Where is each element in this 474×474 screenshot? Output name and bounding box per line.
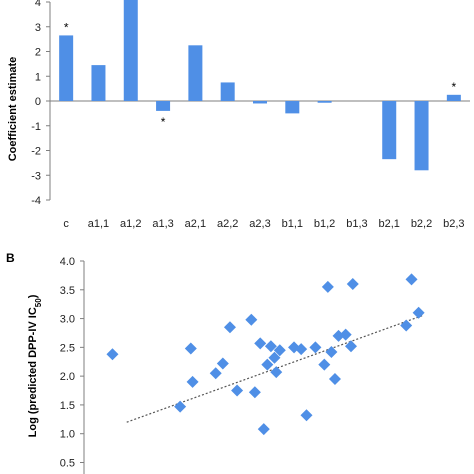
bar-a2-3: [253, 101, 267, 104]
x-category-label: a2,3: [249, 218, 270, 230]
significance-marker: *: [161, 115, 166, 129]
significance-marker: *: [64, 20, 69, 34]
y-tick-label: 0.5: [60, 457, 75, 469]
y-tick-label: 3.0: [60, 314, 75, 326]
x-category-label: b1,3: [346, 218, 367, 230]
data-point-diamond: [325, 345, 338, 358]
y-tick-label: 1.5: [60, 400, 75, 412]
y-axis-title-suffix: ): [27, 294, 39, 298]
y-tick-label: 1.0: [60, 429, 75, 441]
data-point-diamond: [318, 358, 331, 371]
predicted-ic50-scatter-chart: B 0.5 1.0 1.5 2.0 2.5 3.0 3.5 4.0 Log (predicted…: [6, 251, 425, 474]
x-category-label: b2,1: [379, 218, 400, 230]
data-point-diamond: [273, 344, 286, 357]
panel-label-b: B: [6, 251, 15, 265]
data-point-diamond: [321, 280, 334, 293]
bar-a1-2: [123, 0, 138, 102]
x-category-label: a2,2: [217, 218, 238, 230]
x-category-label: a1,2: [120, 218, 141, 230]
y-axis-title: Log (predicted DPP-IV IC50): [27, 294, 43, 437]
bar-c: [59, 35, 74, 101]
data-point-diamond: [268, 351, 281, 364]
data-point-diamond: [264, 340, 277, 353]
y-tick-label: 1: [35, 71, 41, 83]
data-point-diamond: [257, 423, 270, 436]
data-point-diamond: [231, 384, 244, 397]
x-category-label: a1,1: [88, 218, 109, 230]
y-tick-label: 2.5: [60, 342, 75, 354]
data-point-diamond: [245, 313, 258, 326]
data-point-diamond: [412, 306, 425, 319]
x-category-label: b2,3: [443, 218, 464, 230]
x-category-label: b1,1: [282, 218, 303, 230]
y-tick-label: 4: [35, 0, 41, 9]
x-category-label: b1,2: [314, 218, 335, 230]
data-point-diamond: [339, 328, 352, 341]
y-tick-label: 3.5: [60, 285, 75, 297]
data-point-diamond: [300, 409, 313, 422]
data-point-diamond: [261, 358, 274, 371]
data-point-diamond: [209, 367, 222, 380]
bar-a1-1: [91, 65, 106, 101]
y-axis-title-subscript: 50: [34, 298, 43, 307]
y-tick-label: 4.0: [60, 256, 75, 268]
data-point-diamond: [345, 340, 357, 353]
y-tick-label: -3: [31, 170, 41, 182]
data-point-diamond: [405, 273, 418, 286]
data-point-diamond: [184, 342, 197, 355]
data-point-diamond: [328, 373, 341, 386]
bar-b1-1: [285, 101, 300, 114]
data-point-diamond: [346, 278, 359, 291]
x-category-label: a1,3: [152, 218, 173, 230]
data-point-diamond: [174, 400, 187, 413]
bar-a2-1: [188, 45, 203, 101]
coefficient-bar-chart: -4 -3 -2 -1 0 1 2 3 4 Coefficient estimate c * a1,1 a…: [7, 0, 470, 230]
data-point-diamond: [270, 366, 283, 379]
bar-a2-2: [220, 82, 235, 101]
y-axis-title: Coefficient estimate: [7, 57, 19, 162]
data-point-diamond: [186, 375, 199, 388]
data-point-diamond: [106, 348, 119, 361]
data-point-diamond: [254, 337, 267, 350]
data-point-diamond: [400, 319, 413, 332]
bar-b2-1: [382, 101, 397, 160]
data-point-diamond: [248, 386, 261, 399]
data-point-diamond: [295, 343, 308, 356]
y-tick-label: 0: [35, 96, 41, 108]
x-category-label: c: [63, 218, 69, 230]
y-tick-label: 3: [35, 22, 41, 34]
data-point-diamond: [309, 341, 322, 354]
bar-a1-3: [156, 101, 171, 111]
bar-b2-2: [414, 101, 429, 171]
y-tick-label: 2.0: [60, 371, 75, 383]
significance-marker: *: [452, 80, 457, 94]
bar-b2-3: [446, 94, 461, 101]
y-tick-label: -2: [31, 146, 41, 158]
y-tick-label: 2: [35, 47, 41, 59]
data-point-diamond: [223, 321, 236, 334]
bar-b1-2: [317, 101, 332, 103]
x-category-label: a2,1: [185, 218, 206, 230]
data-point-diamond: [216, 357, 229, 370]
y-tick-label: -1: [31, 121, 41, 133]
x-category-label: b2,2: [411, 218, 432, 230]
y-axis-title-main: Log (predicted DPP-IV IC: [27, 307, 39, 437]
y-tick-label: -4: [31, 195, 41, 207]
